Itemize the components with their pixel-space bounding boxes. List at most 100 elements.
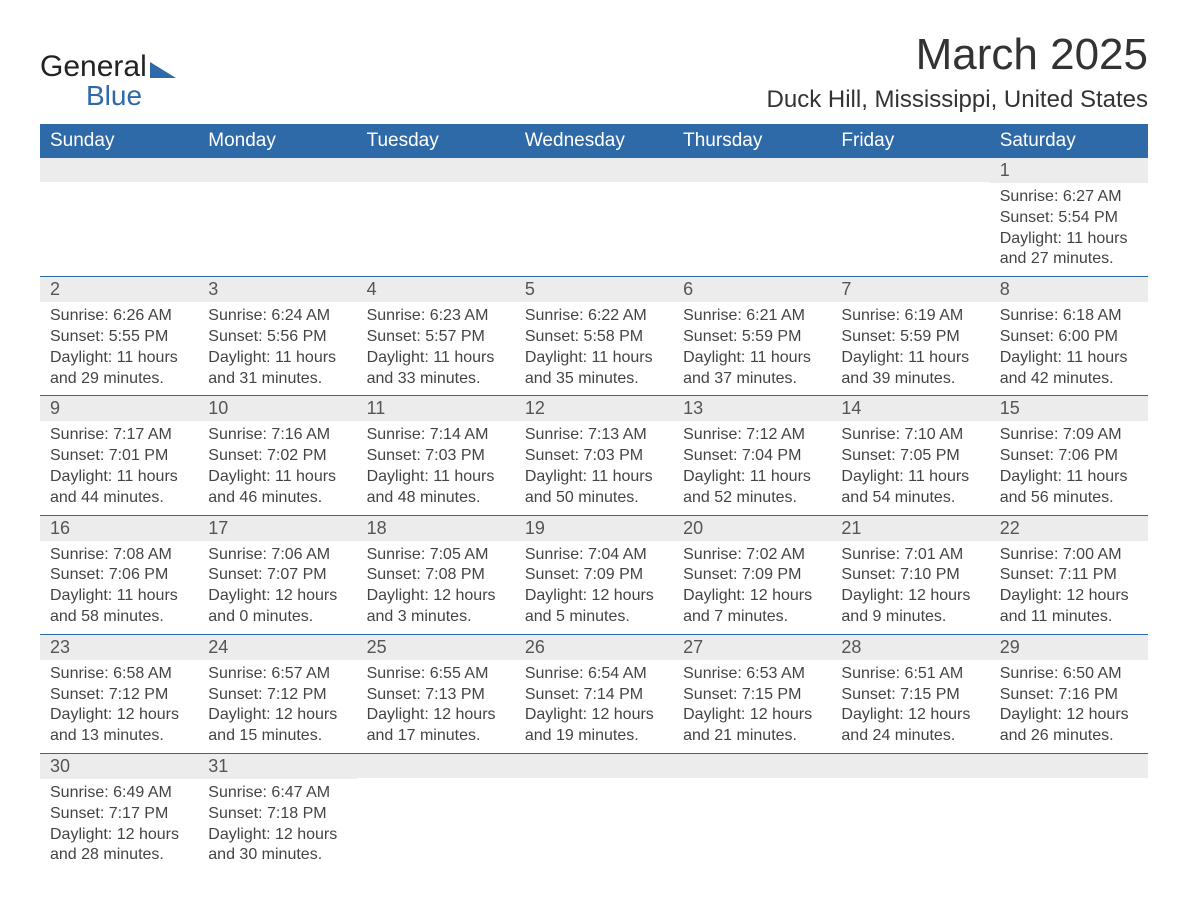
day-sunrise: Sunrise: 6:27 AM (1000, 187, 1138, 208)
day-body: Sunrise: 6:58 AMSunset: 7:12 PMDaylight:… (40, 660, 198, 753)
day-number: 4 (357, 277, 515, 302)
day-number: 6 (673, 277, 831, 302)
calendar-cell: 23Sunrise: 6:58 AMSunset: 7:12 PMDayligh… (40, 634, 198, 753)
calendar-cell: 22Sunrise: 7:00 AMSunset: 7:11 PMDayligh… (990, 515, 1148, 634)
day-body: Sunrise: 7:04 AMSunset: 7:09 PMDaylight:… (515, 541, 673, 634)
day-sunrise: Sunrise: 6:47 AM (208, 783, 346, 804)
day-dl2: and 9 minutes. (841, 607, 979, 628)
day-sunset: Sunset: 7:11 PM (1000, 565, 1138, 586)
day-sunset: Sunset: 7:04 PM (683, 446, 821, 467)
day-body: Sunrise: 7:01 AMSunset: 7:10 PMDaylight:… (831, 541, 989, 634)
day-body: Sunrise: 7:13 AMSunset: 7:03 PMDaylight:… (515, 421, 673, 514)
day-sunset: Sunset: 7:08 PM (367, 565, 505, 586)
day-dl2: and 27 minutes. (1000, 249, 1138, 270)
day-dl2: and 30 minutes. (208, 845, 346, 866)
calendar-cell (831, 753, 989, 872)
day-body: Sunrise: 6:55 AMSunset: 7:13 PMDaylight:… (357, 660, 515, 753)
day-dl1: Daylight: 12 hours (208, 586, 346, 607)
day-body: Sunrise: 7:10 AMSunset: 7:05 PMDaylight:… (831, 421, 989, 514)
empty-day-header (515, 158, 673, 182)
day-dl1: Daylight: 12 hours (208, 825, 346, 846)
day-sunrise: Sunrise: 6:53 AM (683, 664, 821, 685)
day-dl2: and 17 minutes. (367, 726, 505, 747)
title-block: March 2025 Duck Hill, Mississippi, Unite… (767, 30, 1148, 114)
day-number: 1 (990, 158, 1148, 183)
day-sunrise: Sunrise: 6:54 AM (525, 664, 663, 685)
day-number: 11 (357, 396, 515, 421)
day-dl2: and 28 minutes. (50, 845, 188, 866)
day-dl1: Daylight: 11 hours (50, 586, 188, 607)
day-sunrise: Sunrise: 6:49 AM (50, 783, 188, 804)
day-dl1: Daylight: 11 hours (1000, 229, 1138, 250)
day-dl2: and 44 minutes. (50, 488, 188, 509)
day-body: Sunrise: 7:17 AMSunset: 7:01 PMDaylight:… (40, 421, 198, 514)
calendar-cell: 24Sunrise: 6:57 AMSunset: 7:12 PMDayligh… (198, 634, 356, 753)
calendar-week-row: 23Sunrise: 6:58 AMSunset: 7:12 PMDayligh… (40, 634, 1148, 753)
day-dl2: and 29 minutes. (50, 369, 188, 390)
day-sunrise: Sunrise: 7:05 AM (367, 545, 505, 566)
calendar-cell: 1Sunrise: 6:27 AMSunset: 5:54 PMDaylight… (990, 158, 1148, 277)
day-number: 29 (990, 635, 1148, 660)
empty-day-header (515, 754, 673, 778)
day-body: Sunrise: 7:16 AMSunset: 7:02 PMDaylight:… (198, 421, 356, 514)
calendar-cell (831, 158, 989, 277)
day-dl1: Daylight: 11 hours (50, 467, 188, 488)
calendar-cell: 14Sunrise: 7:10 AMSunset: 7:05 PMDayligh… (831, 396, 989, 515)
day-sunrise: Sunrise: 6:23 AM (367, 306, 505, 327)
calendar-week-row: 1Sunrise: 6:27 AMSunset: 5:54 PMDaylight… (40, 158, 1148, 277)
day-dl2: and 52 minutes. (683, 488, 821, 509)
day-sunset: Sunset: 7:06 PM (50, 565, 188, 586)
day-sunrise: Sunrise: 6:51 AM (841, 664, 979, 685)
day-body: Sunrise: 6:57 AMSunset: 7:12 PMDaylight:… (198, 660, 356, 753)
day-body: Sunrise: 6:21 AMSunset: 5:59 PMDaylight:… (673, 302, 831, 395)
day-sunset: Sunset: 7:17 PM (50, 804, 188, 825)
calendar-cell (515, 753, 673, 872)
day-dl1: Daylight: 12 hours (525, 705, 663, 726)
empty-day-header (40, 158, 198, 182)
empty-day-header (198, 158, 356, 182)
weekday-header: Monday (198, 124, 356, 158)
calendar-cell: 25Sunrise: 6:55 AMSunset: 7:13 PMDayligh… (357, 634, 515, 753)
day-dl1: Daylight: 11 hours (1000, 348, 1138, 369)
day-sunrise: Sunrise: 7:02 AM (683, 545, 821, 566)
day-number: 12 (515, 396, 673, 421)
day-dl2: and 19 minutes. (525, 726, 663, 747)
day-sunset: Sunset: 7:13 PM (367, 685, 505, 706)
day-dl1: Daylight: 12 hours (683, 586, 821, 607)
empty-day-header (673, 158, 831, 182)
calendar-cell: 8Sunrise: 6:18 AMSunset: 6:00 PMDaylight… (990, 277, 1148, 396)
calendar-week-row: 2Sunrise: 6:26 AMSunset: 5:55 PMDaylight… (40, 277, 1148, 396)
day-dl1: Daylight: 12 hours (367, 705, 505, 726)
location-subtitle: Duck Hill, Mississippi, United States (767, 86, 1148, 114)
day-dl2: and 31 minutes. (208, 369, 346, 390)
day-sunrise: Sunrise: 7:09 AM (1000, 425, 1138, 446)
day-number: 26 (515, 635, 673, 660)
day-body: Sunrise: 6:24 AMSunset: 5:56 PMDaylight:… (198, 302, 356, 395)
day-sunrise: Sunrise: 6:58 AM (50, 664, 188, 685)
day-dl2: and 0 minutes. (208, 607, 346, 628)
day-sunset: Sunset: 7:03 PM (367, 446, 505, 467)
day-dl1: Daylight: 12 hours (50, 825, 188, 846)
day-dl1: Daylight: 12 hours (1000, 586, 1138, 607)
calendar-cell (673, 753, 831, 872)
day-number: 3 (198, 277, 356, 302)
day-dl1: Daylight: 12 hours (525, 586, 663, 607)
calendar-cell: 17Sunrise: 7:06 AMSunset: 7:07 PMDayligh… (198, 515, 356, 634)
day-number: 28 (831, 635, 989, 660)
day-dl1: Daylight: 11 hours (525, 467, 663, 488)
weekday-header: Tuesday (357, 124, 515, 158)
calendar-cell (990, 753, 1148, 872)
day-number: 14 (831, 396, 989, 421)
calendar-cell (673, 158, 831, 277)
day-dl2: and 42 minutes. (1000, 369, 1138, 390)
calendar-cell: 4Sunrise: 6:23 AMSunset: 5:57 PMDaylight… (357, 277, 515, 396)
day-sunrise: Sunrise: 7:08 AM (50, 545, 188, 566)
day-body: Sunrise: 6:19 AMSunset: 5:59 PMDaylight:… (831, 302, 989, 395)
day-body: Sunrise: 6:49 AMSunset: 7:17 PMDaylight:… (40, 779, 198, 872)
day-dl2: and 58 minutes. (50, 607, 188, 628)
day-sunset: Sunset: 7:16 PM (1000, 685, 1138, 706)
day-dl2: and 56 minutes. (1000, 488, 1138, 509)
day-body: Sunrise: 6:22 AMSunset: 5:58 PMDaylight:… (515, 302, 673, 395)
day-sunset: Sunset: 5:59 PM (683, 327, 821, 348)
day-dl2: and 5 minutes. (525, 607, 663, 628)
